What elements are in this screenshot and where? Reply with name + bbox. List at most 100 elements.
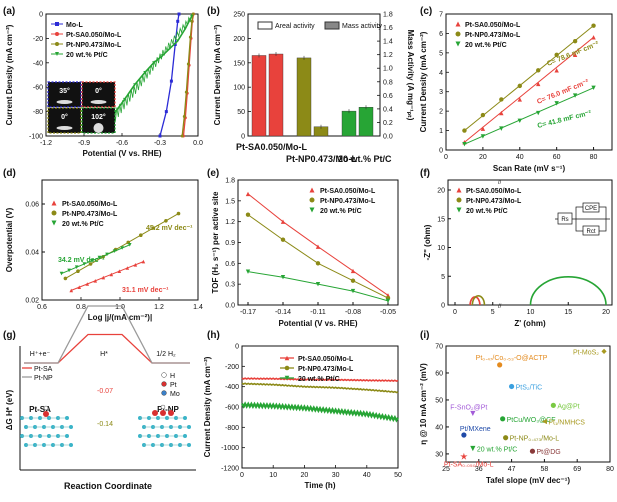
y-tick-label: 1.2 <box>225 219 235 226</box>
data-point <box>280 237 286 242</box>
panel-label: (h) <box>207 330 220 341</box>
data-point <box>572 93 578 98</box>
y-tick-label: 0.0 <box>383 134 393 141</box>
data-point <box>517 118 522 124</box>
y-tick-label: 100 <box>233 85 245 92</box>
lattice-atom <box>69 443 73 447</box>
x-tick-label: 1.0 <box>115 304 125 311</box>
data-point <box>101 275 106 280</box>
x-axis-title: Z' (ohm) <box>514 319 546 328</box>
data-point <box>503 435 509 441</box>
pt-atom <box>152 410 158 416</box>
y-tick-label: 200 <box>233 36 245 43</box>
y-axis-title: Overpotential (V) <box>5 207 14 272</box>
x-axis-title: Tafel slope (mV dec⁻¹) <box>486 476 570 485</box>
y-tick-label: 0 <box>39 12 43 19</box>
data-point <box>536 110 541 116</box>
y-axis-title: ΔG H* (eV) <box>5 389 14 430</box>
data-point <box>554 68 559 73</box>
y-tick-label: 0 <box>439 148 443 155</box>
y-axis-title: Current Density (mA cm⁻²) <box>203 356 212 457</box>
legend-swatch <box>324 21 340 30</box>
data-point <box>127 243 132 247</box>
annotation: 34.2 mV dec⁻¹ <box>58 257 105 264</box>
panel-label: (b) <box>207 6 220 17</box>
fit-line <box>464 87 594 145</box>
x-tick-label: 10 <box>527 309 535 316</box>
data-point <box>591 35 596 40</box>
x-tick-label: 36 <box>475 466 483 473</box>
atom-legend-marker <box>161 372 167 378</box>
panel-c: 0 20 40 60 80 0 1 2 3 4 5 6 7 Scan Rate (mV s⁻¹) Curre… <box>419 12 613 173</box>
x-tick-label: 15 <box>564 309 572 316</box>
x-tick-label: 40 <box>516 154 524 161</box>
fit-line <box>61 244 130 275</box>
annotation: -0.07 <box>97 388 113 395</box>
y-tick-label: 150 <box>233 60 245 67</box>
legend-marker <box>284 375 290 381</box>
panel-f: 0 5 10 15 20 0 5 10 15 20 Z' (ohm) -Z" (ohm) Pt-SA0.… <box>423 179 613 328</box>
fit-line <box>71 261 144 291</box>
inset-angle: 0° <box>95 87 102 95</box>
y-tick-label: 7 <box>439 12 443 19</box>
data-point <box>480 126 486 131</box>
y-tick-label: -80 <box>33 109 43 116</box>
x-axis-title: Scan Rate (mV s⁻¹) <box>493 164 566 173</box>
x-tick-label: 0.0 <box>193 140 203 147</box>
x-tick-label: 69 <box>573 466 581 473</box>
legend-marker <box>51 220 57 226</box>
legend-label: Pt-NP0.473/Mo-L <box>62 211 118 218</box>
data-point <box>497 362 503 368</box>
legend-marker <box>455 41 461 47</box>
fit-line <box>464 36 594 143</box>
inset-angle: 35° <box>59 87 70 95</box>
x-tick-label: -0.9 <box>78 140 90 147</box>
point-label: Pt₀.₄₇/Co₀.₅₃-O@ACTP <box>476 355 548 362</box>
y-tick-label: 5 <box>439 50 443 57</box>
data-point <box>109 272 114 277</box>
panel-b: 0 50 100 150 200 250 0.0 0.2 0.4 0.6 0.8 1.0 1.2 1.4 1… <box>213 12 415 165</box>
legend-label: 20 wt.% Pt/C <box>298 376 340 383</box>
y-tick-label: -40 <box>33 60 43 67</box>
point-label: F-SnO₂@Pt <box>450 404 487 411</box>
panel-label: (i) <box>420 330 429 341</box>
y-tick-label: 1.4 <box>383 39 393 46</box>
series-line <box>241 377 399 383</box>
data-point <box>350 278 356 283</box>
data-point <box>97 255 102 260</box>
legend-marker <box>55 22 59 26</box>
data-point <box>245 212 251 217</box>
x-tick-label: -0.11 <box>310 309 326 316</box>
circuit-element <box>582 225 600 236</box>
data-point <box>141 259 146 264</box>
y-axis-title: Current Density (mA cm⁻²) <box>213 24 222 125</box>
x-axis-title: Potential (V vs. RHE) <box>82 149 161 158</box>
circuit-element <box>582 202 600 213</box>
panel-a: -1.2 -0.9 -0.6 -0.3 0.0 0 -20 -40 -60 -80 -100 Pote… <box>5 12 203 159</box>
x-tick-label: 20 <box>301 472 309 479</box>
y-tick-label: 20 <box>437 188 445 195</box>
y-axis-title: -Z" (ohm) <box>423 224 432 260</box>
data-point <box>470 410 476 417</box>
data-point <box>280 275 286 280</box>
x-tick-label: 80 <box>590 154 598 161</box>
data-point <box>63 276 68 281</box>
panel-h: 0 10 20 30 40 50 0 -200 -400 -600 -800 -1000 -1200 Ti… <box>203 344 402 491</box>
data-point <box>536 81 541 87</box>
nyquist-arc <box>529 276 607 306</box>
x-tick-label: -0.05 <box>380 309 396 316</box>
lattice-atom <box>187 425 191 429</box>
point-label: Pt₁/NMHCS <box>548 420 585 427</box>
legend-marker <box>55 52 59 56</box>
bar <box>251 55 267 137</box>
step-label: H⁺+e⁻ <box>30 351 51 358</box>
series-line <box>241 401 399 423</box>
x-tick-label: 10 <box>269 472 277 479</box>
y-tick-label: 0.9 <box>225 240 235 247</box>
lattice-atom <box>69 425 73 429</box>
y-axis-title: TOF (H₂ s⁻¹) per active site <box>211 191 220 293</box>
legend-label: 20 wt.% Pt/C <box>466 208 508 215</box>
inset-angle: 0° <box>61 113 68 121</box>
data-point <box>480 134 486 139</box>
legend-marker <box>309 187 315 193</box>
